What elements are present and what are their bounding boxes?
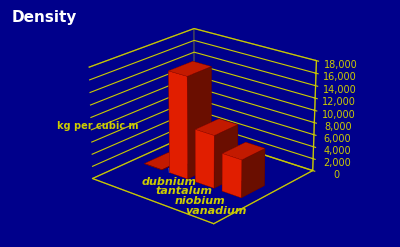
- Text: Density: Density: [12, 10, 77, 25]
